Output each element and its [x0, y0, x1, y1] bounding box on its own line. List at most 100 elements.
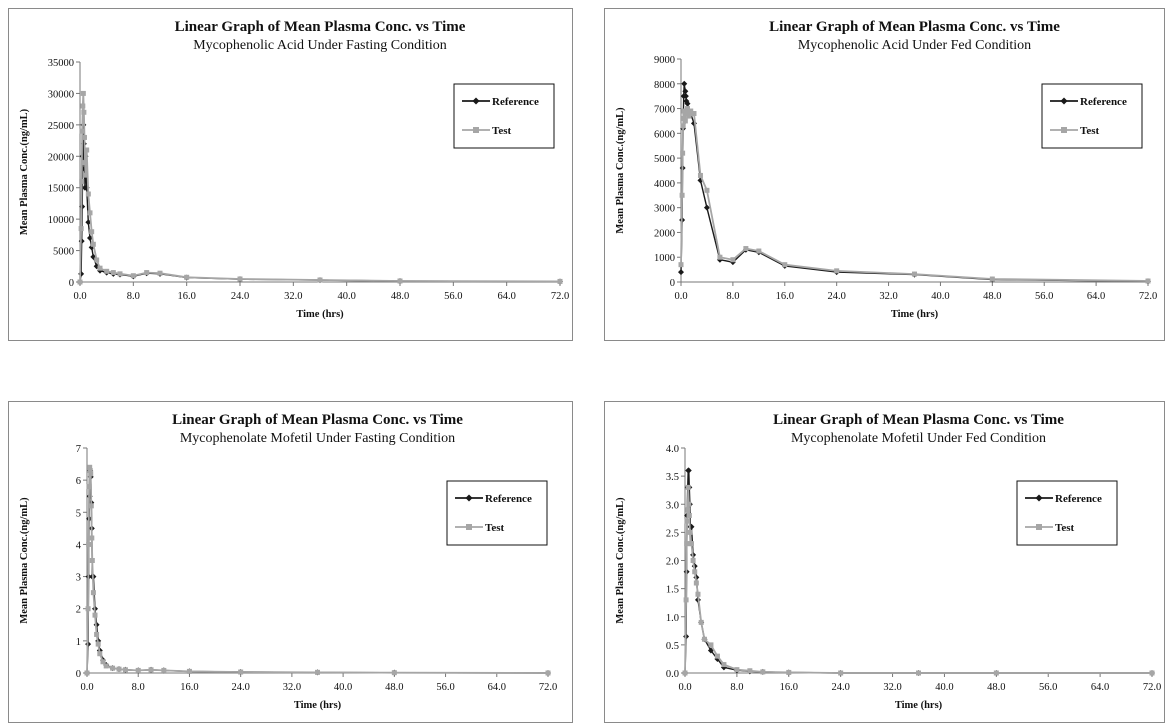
data-point-test [144, 270, 150, 276]
y-tick-label: 7000 [654, 105, 675, 116]
data-point-test [397, 278, 403, 284]
x-tick-label: 16.0 [177, 291, 195, 302]
data-point-test [238, 669, 244, 675]
y-tick-label: 0 [670, 278, 675, 289]
x-tick-label: 8.0 [132, 682, 145, 693]
data-point-test [708, 642, 714, 648]
data-point-test [86, 484, 92, 490]
chart-title: Linear Graph of Mean Plasma Conc. vs Tim… [172, 412, 463, 428]
data-point-test [682, 670, 688, 676]
y-tick-label: 3.5 [666, 472, 679, 483]
y-tick-label: 1.5 [666, 585, 679, 596]
data-point-reference [685, 467, 692, 474]
data-point-test [688, 108, 694, 114]
x-tick-label: 8.0 [726, 291, 739, 302]
x-tick-label: 48.0 [983, 291, 1001, 302]
chart-subtitle: Mycophenolic Acid Under Fed Condition [798, 38, 1031, 53]
data-point-test [685, 507, 691, 513]
legend-marker [1061, 127, 1067, 133]
chart-title: Linear Graph of Mean Plasma Conc. vs Tim… [769, 19, 1060, 35]
y-tick-label: 2.5 [666, 528, 679, 539]
data-point-test [315, 669, 320, 675]
x-tick-label: 48.0 [391, 291, 409, 302]
data-point-test [100, 659, 106, 665]
data-point-test [687, 529, 693, 535]
data-point-test [721, 662, 727, 668]
data-point-test [237, 276, 243, 282]
data-point-test [90, 590, 96, 596]
x-tick-label: 56.0 [1035, 291, 1053, 302]
data-point-test [684, 106, 690, 112]
x-tick-label: 24.0 [827, 291, 845, 302]
x-axis-label: Time (hrs) [294, 700, 342, 711]
x-tick-label: 64.0 [497, 291, 515, 302]
y-tick-label: 4000 [654, 179, 675, 190]
data-point-test [684, 541, 690, 547]
data-point-test [734, 667, 740, 673]
data-point-test [391, 670, 397, 676]
chart-subtitle: Mycophenolate Mofetil Under Fed Conditio… [791, 431, 1046, 446]
x-tick-label: 56.0 [436, 682, 454, 693]
data-point-test [756, 248, 762, 254]
data-point-test [81, 134, 87, 140]
data-point-test [79, 128, 85, 134]
y-tick-label: 0.5 [666, 641, 679, 652]
data-point-test [122, 667, 128, 673]
data-point-test [704, 187, 710, 193]
data-point-test [184, 274, 190, 280]
x-tick-label: 56.0 [444, 291, 462, 302]
data-point-test [95, 641, 101, 647]
y-axis-label: Mean Plasma Conc.(ng/mL) [615, 107, 626, 234]
x-tick-label: 72.0 [539, 682, 557, 693]
chart-panel-mmf-fasting: Linear Graph of Mean Plasma Conc. vs Tim… [8, 401, 573, 723]
data-point-test [79, 178, 85, 184]
y-tick-label: 9000 [654, 55, 675, 66]
data-point-test [834, 268, 840, 274]
data-point-test [691, 111, 697, 117]
data-point-test [130, 273, 136, 279]
chart-panel-mpa-fed: Linear Graph of Mean Plasma Conc. vs Tim… [604, 8, 1165, 341]
x-tick-label: 24.0 [231, 291, 249, 302]
chart-title: Linear Graph of Mean Plasma Conc. vs Tim… [175, 19, 466, 35]
data-point-test [688, 541, 694, 547]
data-point-reference [684, 100, 691, 107]
data-point-test [90, 241, 96, 247]
y-tick-label: 0 [76, 669, 81, 680]
data-point-test [117, 271, 123, 277]
data-point-reference [682, 93, 689, 100]
x-tick-label: 0.0 [80, 682, 93, 693]
data-point-reference [683, 98, 690, 105]
chart-subtitle: Mycophenolate Mofetil Under Fasting Cond… [180, 431, 455, 446]
data-point-test [77, 279, 83, 285]
data-point-test [989, 276, 995, 282]
x-tick-label: 40.0 [337, 291, 355, 302]
data-point-test [135, 667, 141, 673]
legend-marker [466, 524, 472, 530]
data-point-test [1149, 670, 1155, 676]
data-point-test [686, 113, 692, 119]
chart-title: Linear Graph of Mean Plasma Conc. vs Tim… [773, 412, 1064, 428]
legend-label-reference: Reference [492, 96, 539, 108]
data-point-test [116, 666, 122, 672]
data-point-reference [78, 270, 85, 277]
y-tick-label: 4 [76, 540, 82, 551]
x-tick-label: 32.0 [883, 682, 901, 693]
data-point-test [912, 271, 917, 277]
x-tick-label: 48.0 [987, 682, 1005, 693]
data-point-test [110, 665, 116, 671]
y-tick-label: 5 [76, 508, 81, 519]
y-tick-label: 2.0 [666, 557, 679, 568]
data-point-test [87, 464, 93, 470]
legend: Reference Test [1016, 480, 1118, 546]
data-point-test [701, 636, 707, 642]
series-line-test [684, 487, 1152, 674]
x-tick-label: 0.0 [73, 291, 86, 302]
x-tick-label: 8.0 [127, 291, 140, 302]
chart-subtitle: Mycophenolic Acid Under Fasting Conditio… [193, 38, 447, 53]
data-point-test [680, 150, 686, 156]
data-point-reference [690, 120, 697, 127]
legend-label-test: Test [1055, 522, 1074, 534]
data-point-test [679, 192, 685, 198]
data-point-test [161, 667, 167, 673]
data-point-test [89, 535, 95, 541]
